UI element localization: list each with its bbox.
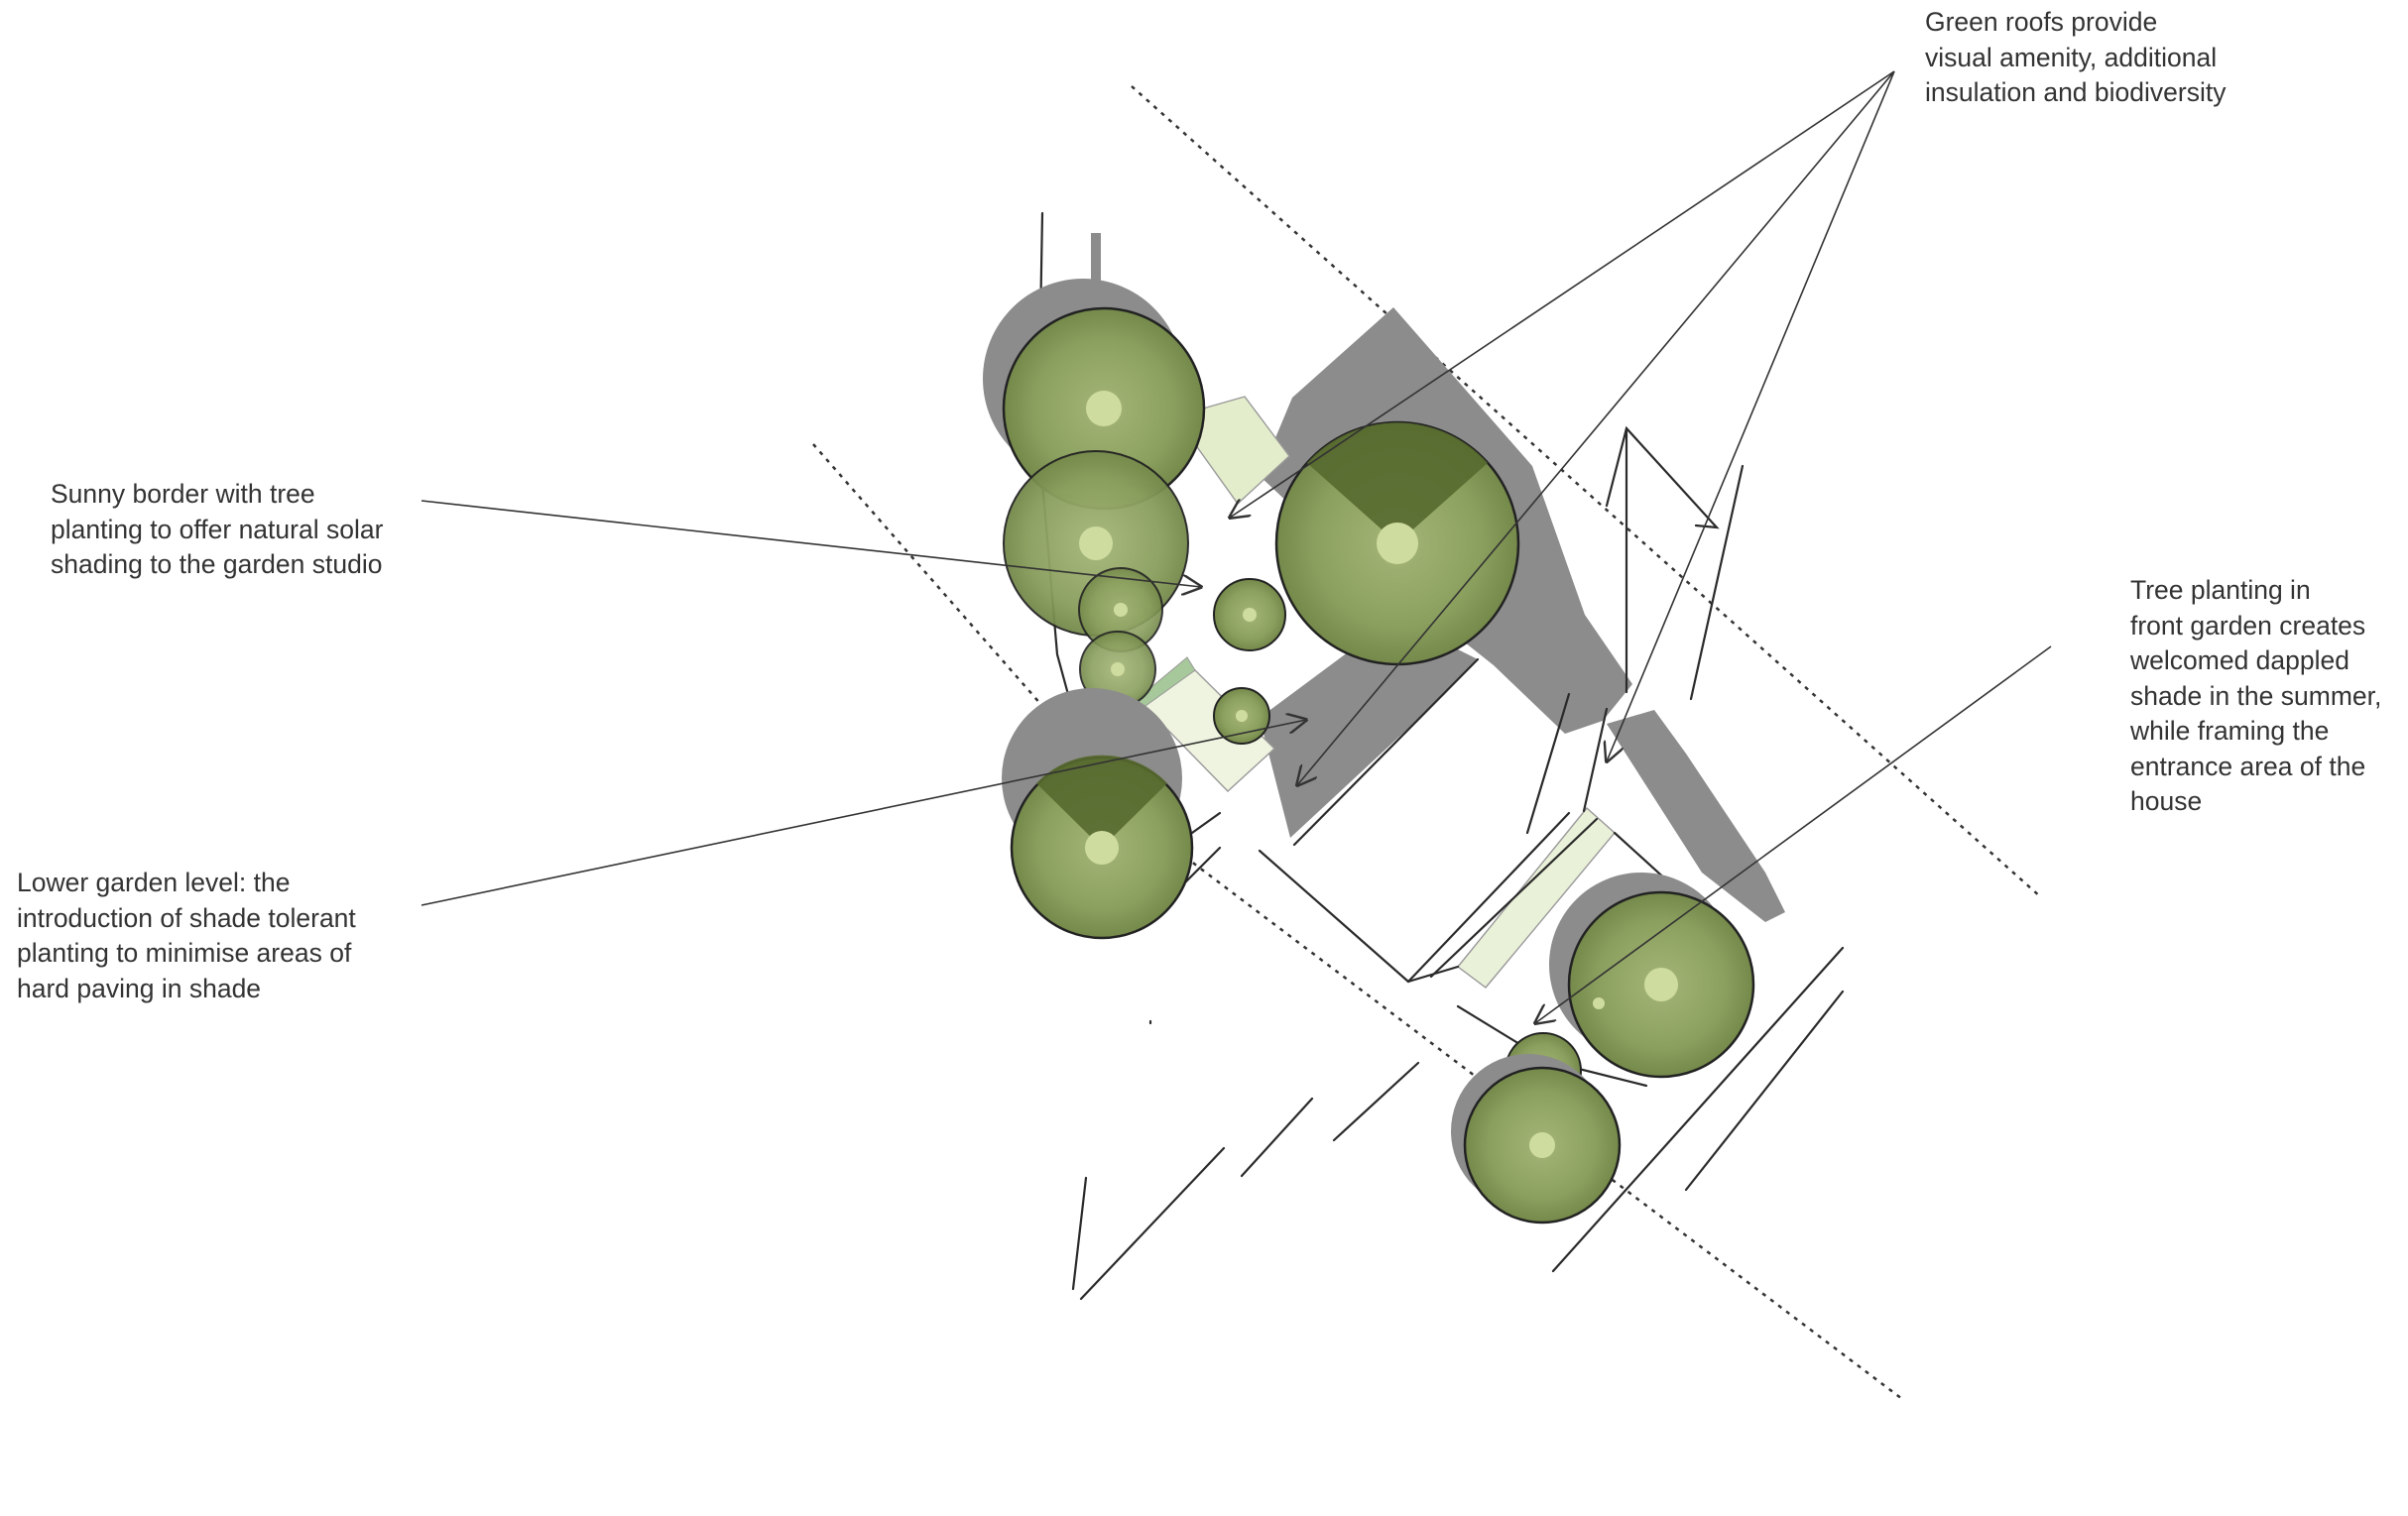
tree-canopy: [983, 279, 1206, 511]
annotation-line: hard paving in shade: [17, 973, 262, 1003]
annotation-line: shading to the garden studio: [51, 549, 383, 579]
leader-arrow: [1535, 645, 2052, 1023]
leader-arrow: [421, 720, 1306, 906]
tree-canopy: [1549, 873, 1755, 1079]
annotation-line: while framing the: [2130, 716, 2330, 746]
annotation-line: Tree planting in: [2130, 575, 2311, 605]
annotation-line: Sunny border with tree: [51, 479, 315, 509]
annotation-line: introduction of shade tolerant: [17, 902, 356, 933]
dotted-boundary-lines: [812, 85, 2042, 1400]
leader-arrow: [1297, 70, 1895, 785]
leader-arrow: [1607, 70, 1895, 761]
annotation-green-roofs: Green roofs provide visual amenity, addi…: [1925, 5, 2226, 111]
tree-canopy: [1213, 687, 1270, 745]
tree-canopy: [1274, 420, 1520, 666]
annotation-line: visual amenity, additional: [1925, 42, 2218, 72]
annotation-line: planting to offer natural solar: [51, 514, 384, 544]
leader-arrow: [421, 500, 1201, 587]
annotation-tree-planting: Tree planting in front garden creates we…: [2130, 573, 2381, 820]
annotation-line: planting to minimise areas of: [17, 938, 352, 968]
annotation-line: Lower garden level: the: [17, 868, 291, 897]
tree-canopy: [1002, 688, 1194, 940]
annotation-line: shade in the summer,: [2130, 680, 2382, 711]
annotation-sunny-border: Sunny border with tree planting to offer…: [51, 477, 383, 583]
annotation-lower-garden: Lower garden level: the introduction of …: [17, 866, 356, 1006]
annotation-line: Green roofs provide: [1925, 7, 2158, 37]
annotation-line: insulation and biodiversity: [1925, 77, 2227, 107]
tree-canopy-icons: [983, 279, 1755, 1224]
annotation-line: front garden creates: [2130, 610, 2366, 641]
leader-arrows: [421, 70, 2052, 1023]
tree-canopy: [1451, 1054, 1622, 1224]
annotation-line: entrance area of the: [2130, 751, 2366, 781]
leader-arrow: [1230, 70, 1895, 518]
tree-canopy: [1079, 631, 1156, 708]
tree-canopy: [1213, 578, 1286, 651]
annotation-line: house: [2130, 786, 2203, 816]
annotation-line: welcomed dappled: [2130, 645, 2349, 675]
